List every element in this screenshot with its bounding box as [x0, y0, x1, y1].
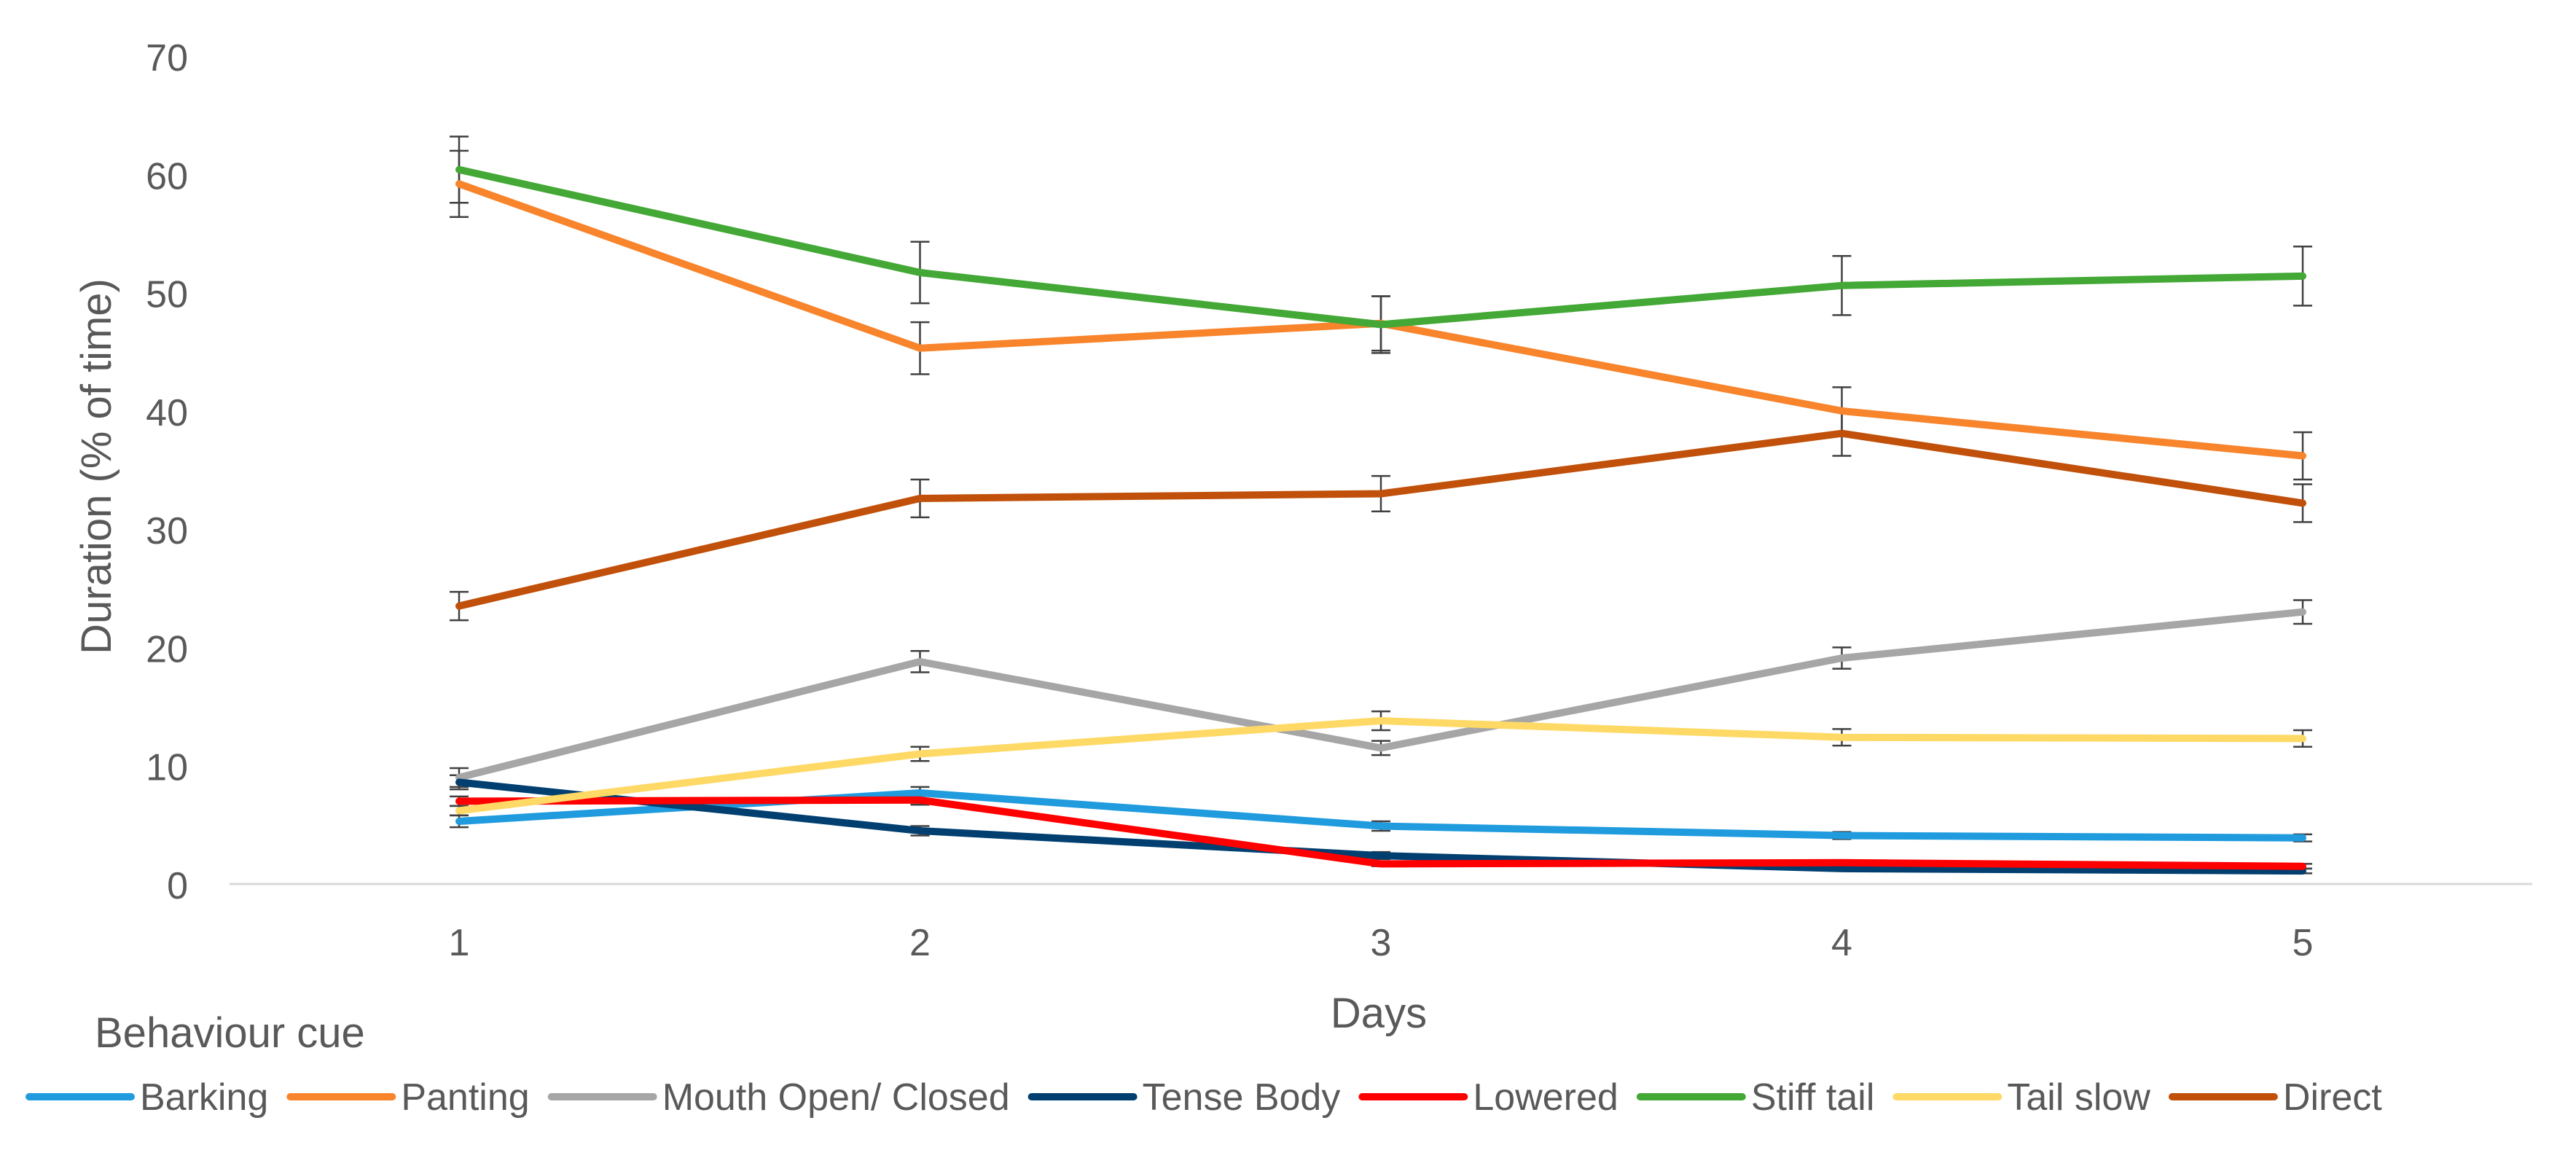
legend-label: Tail slow [2007, 1076, 2150, 1119]
series-line-mouth-open-closed [455, 608, 2306, 781]
legend-label: Direct [2283, 1076, 2382, 1119]
y-axis-title: Duration (% of time) [73, 278, 120, 654]
series-line-direct [455, 429, 2306, 610]
legend-label: Stiff tail [1751, 1076, 1875, 1119]
error-bars [450, 136, 2312, 875]
legend-item-barking: Barking [26, 1076, 268, 1119]
series-line-tail-slow [455, 717, 2306, 815]
legend-item-tense-body: Tense Body [1027, 1076, 1341, 1119]
series-line-panting [455, 180, 2306, 460]
x-tick-label: 1 [449, 922, 470, 964]
series-lines [455, 165, 2306, 875]
y-tick-label: 10 [146, 747, 188, 789]
y-tick-label: 50 [146, 274, 188, 316]
legend-label: Tense Body [1143, 1076, 1341, 1119]
series-line-lowered [455, 796, 2306, 870]
y-tick-labels: 0 10 20 30 40 50 60 70 [146, 37, 188, 907]
x-tick-label: 4 [1831, 922, 1852, 964]
y-tick-label: 30 [146, 510, 188, 552]
legend-label: Barking [140, 1076, 268, 1119]
x-axis-title: Days [1331, 990, 1427, 1037]
legend-item-direct: Direct [2168, 1076, 2382, 1119]
legend-title: Behaviour cue [95, 1009, 365, 1057]
y-tick-label: 40 [146, 392, 188, 434]
x-tick-label: 5 [2293, 922, 2314, 964]
y-tick-label: 20 [146, 628, 188, 670]
legend: Barking Panting Mouth Open/ Closed Tense Bo… [26, 1076, 2382, 1119]
y-tick-label: 0 [167, 865, 188, 907]
legend-label: Panting [401, 1076, 529, 1119]
legend-label: Mouth Open/ Closed [662, 1076, 1010, 1119]
series-line-stiff-tail [455, 165, 2306, 329]
x-tick-label: 2 [909, 922, 931, 964]
legend-item-lowered: Lowered [1358, 1076, 1618, 1119]
y-tick-label: 60 [146, 155, 188, 197]
x-tick-labels: 1 2 3 4 5 [449, 922, 2314, 964]
legend-item-panting: Panting [286, 1076, 530, 1119]
legend-item-tail-slow: Tail slow [1892, 1076, 2150, 1119]
legend-item-mouth-open-closed: Mouth Open/ Closed [547, 1076, 1010, 1119]
legend-label: Lowered [1473, 1076, 1618, 1119]
x-tick-label: 3 [1371, 922, 1392, 964]
legend-item-stiff-tail: Stiff tail [1636, 1076, 1875, 1119]
series-line-tense-body [455, 778, 2306, 875]
y-tick-label: 70 [146, 37, 188, 79]
